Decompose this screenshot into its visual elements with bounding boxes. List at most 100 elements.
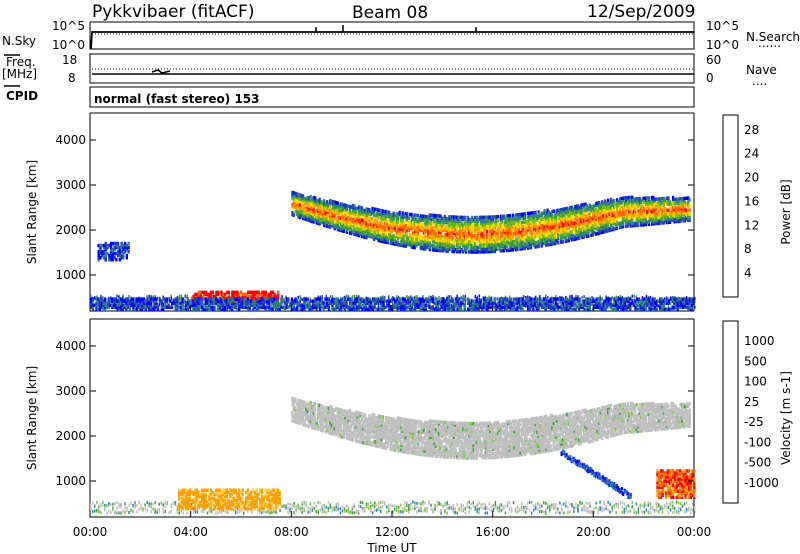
- band-cell: [519, 235, 522, 239]
- band-cell: [529, 217, 533, 221]
- band-cell: [599, 204, 602, 209]
- band-cell: [437, 230, 441, 234]
- band-cell: [677, 207, 681, 211]
- patch-cell: [185, 307, 188, 311]
- patch-cell: [220, 296, 223, 301]
- patch-cell: [303, 307, 306, 311]
- band-cell: [537, 216, 540, 220]
- band-cell: [588, 219, 592, 224]
- band-cell: [374, 207, 377, 212]
- patch-cell: [190, 296, 193, 301]
- band-cell: [582, 213, 586, 217]
- band-cell: [635, 223, 638, 228]
- band-cell: [446, 231, 450, 235]
- patch-cell: [112, 305, 116, 309]
- band-cell: [543, 237, 546, 241]
- band-cell: [345, 210, 348, 214]
- band-cell: [372, 225, 376, 229]
- patch-cell: [199, 297, 202, 301]
- patch-cell: [209, 301, 213, 305]
- patch-cell: [266, 299, 269, 303]
- band-cell: [600, 210, 604, 214]
- band-cell: [606, 222, 610, 227]
- band-cell: [519, 220, 522, 225]
- band-cell: [309, 211, 312, 215]
- band-cell: [677, 209, 681, 213]
- band-cell: [662, 208, 666, 213]
- band-cell: [354, 232, 358, 237]
- band-cell: [415, 229, 418, 234]
- band-cell: [366, 230, 370, 234]
- low-range-cell: [619, 294, 621, 298]
- band-cell: [329, 215, 332, 219]
- band-cell: [590, 207, 593, 211]
- patch-cell: [290, 299, 294, 303]
- band-cell: [336, 225, 339, 230]
- band-cell: [344, 223, 347, 228]
- band-cell: [451, 229, 454, 233]
- band-cell: [511, 244, 515, 248]
- band-cell: [378, 222, 382, 227]
- band-cell: [600, 218, 604, 222]
- patch-cell: [116, 301, 119, 305]
- band-cell: [449, 215, 453, 219]
- band-cell: [472, 217, 475, 222]
- band-cell: [412, 243, 415, 247]
- low-range-cell: [410, 295, 412, 299]
- band-cell: [647, 220, 650, 224]
- band-cell: [326, 216, 329, 220]
- patch-cell: [181, 303, 184, 307]
- patch-cell: [232, 301, 235, 305]
- band-cell: [400, 219, 403, 223]
- band-cell: [520, 234, 524, 239]
- band-cell: [602, 230, 605, 234]
- band-cell: [394, 226, 397, 230]
- band-cell: [632, 201, 635, 206]
- band-cell: [539, 220, 542, 224]
- patch-cell: [243, 299, 246, 303]
- band-cell: [585, 232, 589, 236]
- band-cell: [564, 221, 567, 225]
- band-cell: [324, 224, 327, 228]
- band-cell: [436, 220, 439, 224]
- band-cell: [371, 235, 374, 239]
- band-cell: [616, 202, 619, 206]
- band-cell: [507, 224, 510, 228]
- band-cell: [661, 219, 664, 223]
- band-cell: [554, 233, 557, 237]
- band-cell: [600, 226, 604, 231]
- band-cell: [421, 228, 424, 233]
- band-cell: [460, 221, 463, 226]
- low-range-cell: [643, 303, 646, 307]
- station-title: Pykkvibaer (fitACF): [92, 2, 254, 22]
- band-cell: [677, 201, 681, 205]
- band-cell: [333, 208, 336, 213]
- band-cell: [591, 231, 595, 235]
- band-cell: [517, 219, 521, 223]
- band-cell: [623, 200, 626, 204]
- band-cell: [602, 216, 605, 220]
- patch-cell: [141, 303, 144, 307]
- band-cell: [492, 243, 495, 248]
- band-cell: [676, 211, 679, 216]
- band-cell: [452, 227, 456, 231]
- band-cell: [362, 226, 365, 231]
- band-cell: [480, 217, 483, 222]
- patch-cell: [225, 299, 228, 303]
- band-cell: [397, 226, 400, 231]
- patch-cell: [326, 297, 329, 301]
- band-cell: [348, 225, 351, 229]
- band-cell: [326, 222, 329, 226]
- band-cell: [468, 219, 471, 224]
- band-cell: [671, 214, 675, 218]
- band-cell: [603, 203, 607, 207]
- band-cell: [311, 201, 314, 205]
- low-range-cell: [518, 302, 521, 306]
- band-cell: [380, 225, 383, 229]
- band-cell: [659, 219, 663, 223]
- patch-cell: [299, 305, 302, 309]
- band-cell: [594, 232, 598, 236]
- band-cell: [304, 197, 308, 201]
- band-cell: [381, 215, 385, 219]
